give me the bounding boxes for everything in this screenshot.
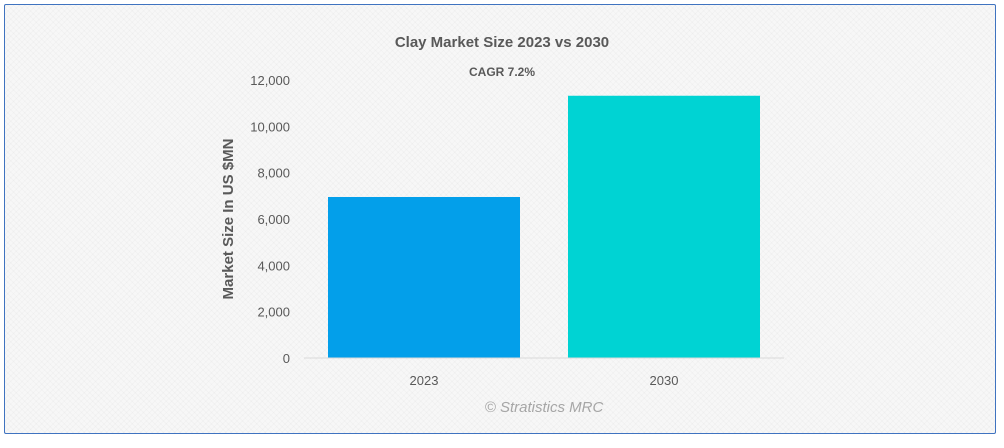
x-tick-label: 2023 xyxy=(410,373,439,388)
y-axis-label: Market Size In US $MN xyxy=(220,139,237,300)
y-tick-label: 4,000 xyxy=(257,258,290,273)
chart-title: Clay Market Size 2023 vs 2030 xyxy=(395,34,609,51)
y-axis-ticks: 0 2,000 4,000 6,000 8,000 10,000 12,000 xyxy=(250,73,290,366)
bars xyxy=(328,95,760,359)
y-tick-label: 6,000 xyxy=(257,212,290,227)
y-tick-label: 0 xyxy=(283,351,290,366)
x-axis-ticks: 2023 2030 xyxy=(410,373,679,388)
watermark: © Stratistics MRC xyxy=(485,399,604,416)
y-tick-label: 12,000 xyxy=(250,73,290,88)
y-tick-label: 10,000 xyxy=(250,119,290,134)
x-tick-label: 2030 xyxy=(650,373,679,388)
chart-subtitle: CAGR 7.2% xyxy=(469,65,535,79)
y-tick-label: 8,000 xyxy=(257,166,290,181)
bar-2023 xyxy=(328,196,520,358)
y-tick-label: 2,000 xyxy=(257,305,290,320)
bar-2030 xyxy=(568,95,760,359)
